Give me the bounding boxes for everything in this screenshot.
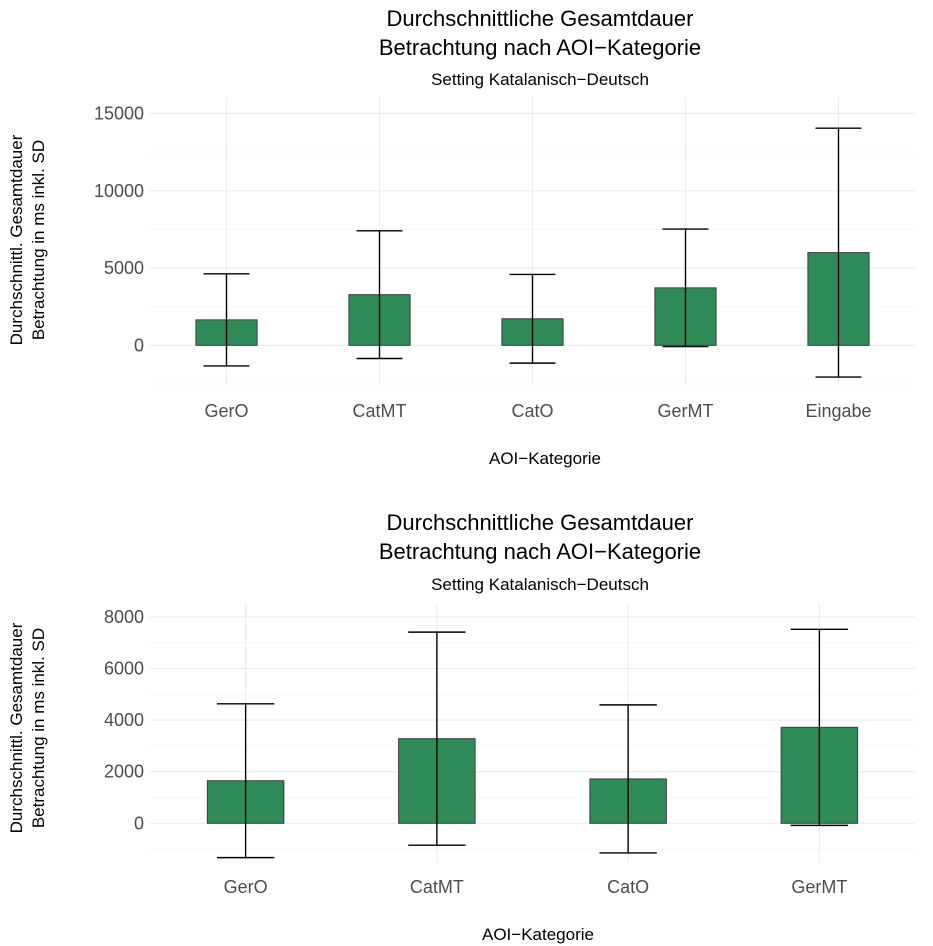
chart-2-xtick-label-cato: CatO: [607, 877, 649, 897]
chart-2-y-axis-title: Durchschnittl. Gesamtdauer Betrachtung i…: [7, 622, 48, 833]
chart-2-subtitle: Setting Katalanisch−Deutsch: [431, 575, 649, 594]
chart-1-ytick-label: 0: [134, 335, 144, 355]
chart-2-title-line1: Durchschnittliche Gesamtdauer: [387, 510, 694, 535]
chart-1-plot-area: 0 5000 10000 15000 GerO CatMT CatO GerMT Eingabe: [94, 98, 915, 421]
chart-2-xtick-label-germt: GerMT: [791, 877, 847, 897]
chart-1-title-line2: Betrachtung nach AOI−Kategorie: [379, 35, 701, 60]
chart-1-xlabel: AOI−Kategorie: [489, 449, 601, 468]
chart-1-ytick-label: 5000: [104, 258, 144, 278]
chart-2-ylabel-line1: Durchschnittl. Gesamtdauer: [7, 622, 26, 833]
chart-1-xtick-label-cato: CatO: [511, 401, 553, 421]
chart-1-xtick-label-eingabe: Eingabe: [805, 401, 871, 421]
chart-2-title-line2: Betrachtung nach AOI−Kategorie: [379, 539, 701, 564]
chart-2-xtick-label-catmt: CatMT: [410, 877, 464, 897]
chart-2-ytick-label: 2000: [104, 762, 144, 782]
chart-1-ytick-label: 15000: [94, 103, 144, 123]
chart-2-ytick-label: 8000: [104, 607, 144, 627]
chart-2-ylabel-line2: Betrachtung in ms inkl. SD: [29, 628, 48, 828]
chart-1-ylabel-line2: Betrachtung in ms inkl. SD: [29, 140, 48, 340]
chart-1-ylabel-line1: Durchschnittl. Gesamtdauer: [7, 134, 26, 345]
chart-2-plot-area: 0 2000 4000 6000 8000 GerO CatMT CatO GerMT: [104, 604, 915, 897]
chart-1-y-axis-title: Durchschnittl. Gesamtdauer Betrachtung i…: [7, 134, 48, 345]
chart-2: Durchschnittliche Gesamtdauer Betrachtun…: [7, 510, 915, 944]
chart-1-xtick-label-catmt: CatMT: [353, 401, 407, 421]
chart-1-ytick-label: 10000: [94, 181, 144, 201]
chart-2-ytick-label: 0: [134, 813, 144, 833]
chart-1-xtick-label-gero: GerO: [204, 401, 248, 421]
chart-2-ytick-label: 4000: [104, 710, 144, 730]
chart-1-subtitle: Setting Katalanisch−Deutsch: [431, 70, 649, 89]
chart-1: Durchschnittliche Gesamtdauer Betrachtun…: [7, 6, 915, 468]
chart-2-xtick-label-gero: GerO: [224, 877, 268, 897]
chart-2-xlabel: AOI−Kategorie: [482, 925, 594, 944]
chart-1-title-line1: Durchschnittliche Gesamtdauer: [387, 6, 694, 31]
chart-2-ytick-label: 6000: [104, 659, 144, 679]
chart-1-xtick-label-germt: GerMT: [658, 401, 714, 421]
